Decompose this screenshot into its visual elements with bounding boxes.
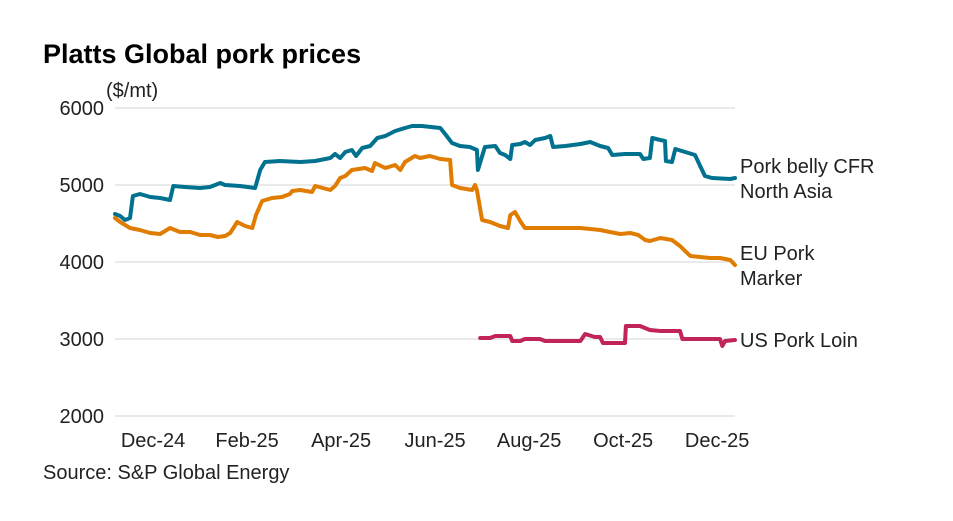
- series-label-line: Pork belly CFR: [740, 156, 874, 178]
- series-label: EU Pork Marker: [740, 243, 815, 290]
- series-label: Pork belly CFR North Asia: [740, 156, 874, 203]
- x-tick-label: Apr-25: [311, 430, 371, 452]
- x-tick-label: Jun-25: [405, 430, 466, 452]
- x-tick-label: Dec-24: [121, 430, 185, 452]
- chart-title: Platts Global pork prices: [43, 39, 361, 69]
- x-tick-label: Oct-25: [593, 430, 653, 452]
- series-label: US Pork Loin: [740, 330, 858, 352]
- series-label-line: North Asia: [740, 181, 833, 203]
- series-line: [113, 154, 737, 267]
- series-label-line: US Pork Loin: [740, 330, 858, 352]
- series-line: [478, 324, 737, 348]
- y-tick-label: 2000: [60, 406, 105, 428]
- y-tick-label: 5000: [60, 175, 105, 197]
- x-tick-label: Feb-25: [215, 430, 278, 452]
- y-tick-label: 4000: [60, 252, 105, 274]
- series-line: [113, 124, 737, 222]
- y-tick-label: 6000: [60, 98, 105, 120]
- source-note: Source: S&P Global Energy: [43, 462, 289, 484]
- series-label-line: EU Pork: [740, 243, 815, 265]
- y-tick-label: 3000: [60, 329, 105, 351]
- x-tick-label: Aug-25: [497, 430, 562, 452]
- x-tick-label: Dec-25: [685, 430, 749, 452]
- y-axis-unit: ($/mt): [106, 80, 158, 102]
- series-label-line: Marker: [740, 268, 803, 290]
